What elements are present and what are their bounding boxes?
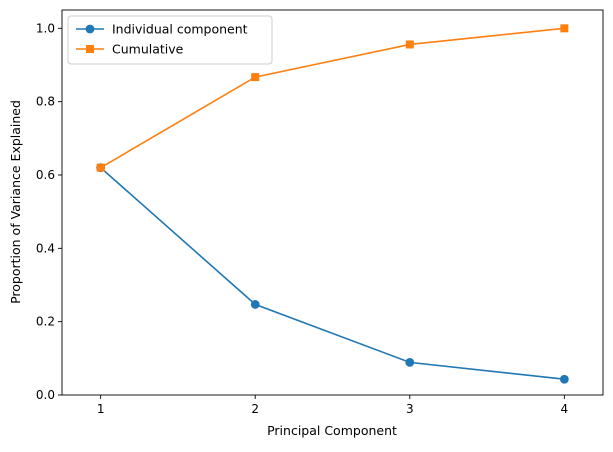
legend-marker-individual [85, 24, 95, 34]
x-tick-label: 1 [97, 402, 105, 416]
x-axis-label: Principal Component [267, 423, 397, 438]
legend-marker-cumulative [86, 45, 94, 53]
y-tick-label: 0.4 [36, 241, 55, 255]
series-line-individual [100, 167, 565, 381]
x-tick-label: 2 [251, 402, 259, 416]
axes-frame [61, 9, 604, 396]
y-tick-label: 0.2 [36, 315, 55, 329]
plot-area: 1 2 3 4 0.0 0.2 0.4 0.6 0.8 1.0 [36, 9, 604, 416]
data-point-cumulative [405, 40, 414, 49]
data-point-cumulative [560, 24, 569, 33]
legend-box [67, 15, 273, 65]
data-point-cumulative [251, 73, 260, 82]
data-point-individual [405, 357, 415, 367]
y-tick-label: 0.6 [36, 168, 55, 182]
x-tick-label: 3 [406, 402, 414, 416]
y-tick-label: 0.0 [36, 388, 55, 402]
series-line-cumulative [100, 27, 565, 169]
y-tick-label: 1.0 [36, 21, 55, 35]
x-tick-label: 4 [561, 402, 569, 416]
data-point-individual [250, 300, 260, 309]
y-axis-label: Proportion of Variance Explained [8, 100, 23, 304]
legend: Individual component Cumulative [67, 15, 273, 65]
legend-label-individual: Individual component [112, 22, 248, 37]
data-point-cumulative [96, 163, 105, 172]
legend-label-cumulative: Cumulative [112, 42, 184, 57]
data-point-individual [559, 374, 569, 384]
y-tick-label: 0.8 [36, 95, 55, 109]
